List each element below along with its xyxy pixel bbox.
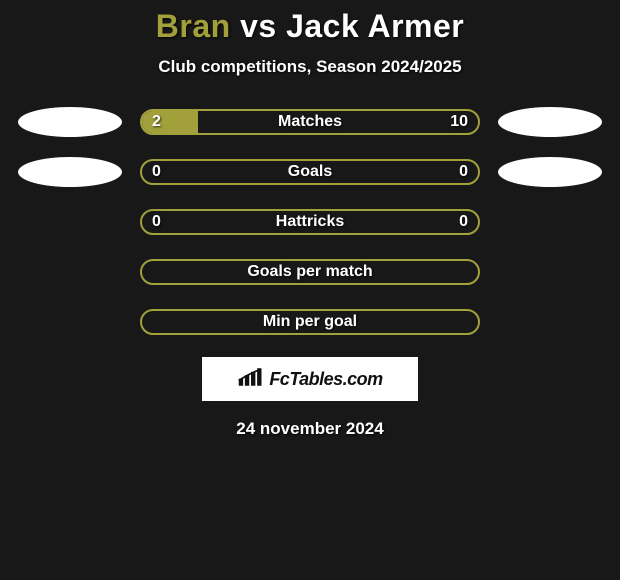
stat-right-value: 0 <box>459 213 468 231</box>
stat-label: Goals <box>288 163 332 181</box>
vs-separator: vs <box>240 8 277 44</box>
player2-marker <box>498 107 602 137</box>
comparison-widget: Bran vs Jack Armer Club competitions, Se… <box>0 0 620 439</box>
stat-left-value: 0 <box>152 163 161 181</box>
player2-name: Jack Armer <box>286 8 464 44</box>
stat-row: 2 Matches 10 <box>0 107 620 137</box>
stat-left-value: 2 <box>152 113 161 131</box>
stat-row: 0 Goals 0 <box>0 157 620 187</box>
stat-label: Goals per match <box>247 263 372 281</box>
stat-left-value: 0 <box>152 213 161 231</box>
stat-bar: Min per goal <box>140 309 480 335</box>
stat-bar: 0 Hattricks 0 <box>140 209 480 235</box>
player1-marker <box>18 107 122 137</box>
player1-name: Bran <box>156 8 231 44</box>
stat-right-value: 10 <box>450 113 468 131</box>
stat-right-value: 0 <box>459 163 468 181</box>
chart-icon <box>237 366 265 393</box>
stat-label: Min per goal <box>263 313 357 331</box>
date-label: 24 november 2024 <box>0 419 620 439</box>
stat-bar: 0 Goals 0 <box>140 159 480 185</box>
stat-label: Matches <box>278 113 342 131</box>
stat-row: Min per goal <box>0 307 620 337</box>
stat-bar: Goals per match <box>140 259 480 285</box>
player2-marker <box>498 157 602 187</box>
branding-text: FcTables.com <box>269 369 382 390</box>
season-subtitle: Club competitions, Season 2024/2025 <box>0 57 620 77</box>
stat-label: Hattricks <box>276 213 344 231</box>
page-title: Bran vs Jack Armer <box>0 8 620 45</box>
branding-badge[interactable]: FcTables.com <box>202 357 418 401</box>
stat-row: 0 Hattricks 0 <box>0 207 620 237</box>
stat-bar: 2 Matches 10 <box>140 109 480 135</box>
player1-marker <box>18 157 122 187</box>
stat-row: Goals per match <box>0 257 620 287</box>
stats-list: 2 Matches 10 0 Goals 0 0 Hattricks 0 Goals per ma… <box>0 107 620 337</box>
left-fill <box>142 111 198 133</box>
